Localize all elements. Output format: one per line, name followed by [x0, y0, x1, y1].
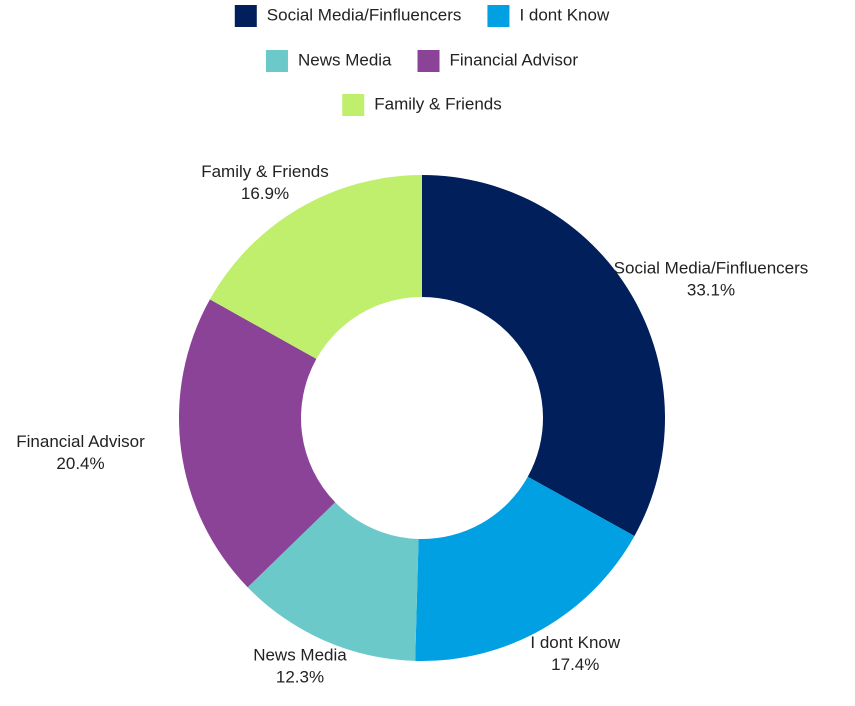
slice-label: Financial Advisor [16, 432, 145, 451]
legend-label: I dont Know [519, 5, 610, 24]
slice-value: 12.3% [276, 667, 324, 686]
slice-value: 16.9% [241, 184, 289, 203]
donut-slice [422, 175, 665, 536]
legend-label: Family & Friends [374, 94, 502, 113]
donut-slice [415, 476, 635, 661]
donut-slice [179, 299, 336, 588]
slice-label: Family & Friends [201, 162, 329, 181]
donut-slice [209, 175, 422, 359]
legend-swatch [342, 94, 365, 116]
legend-label: Financial Advisor [450, 50, 579, 69]
legend-swatch [265, 50, 288, 72]
legend-swatch [417, 50, 440, 72]
legend-swatch [234, 5, 257, 27]
donut-slice [247, 502, 419, 661]
legend-label: Social Media/Finfluencers [267, 5, 462, 24]
slice-label: I dont Know [530, 633, 621, 652]
legend-swatch [487, 5, 510, 27]
slice-value: 20.4% [56, 454, 104, 473]
slice-label: News Media [253, 645, 347, 664]
legend-label: News Media [298, 50, 392, 69]
slice-value: 33.1% [687, 281, 735, 300]
slice-label: Social Media/Finfluencers [614, 259, 809, 278]
slice-value: 17.4% [551, 655, 599, 674]
